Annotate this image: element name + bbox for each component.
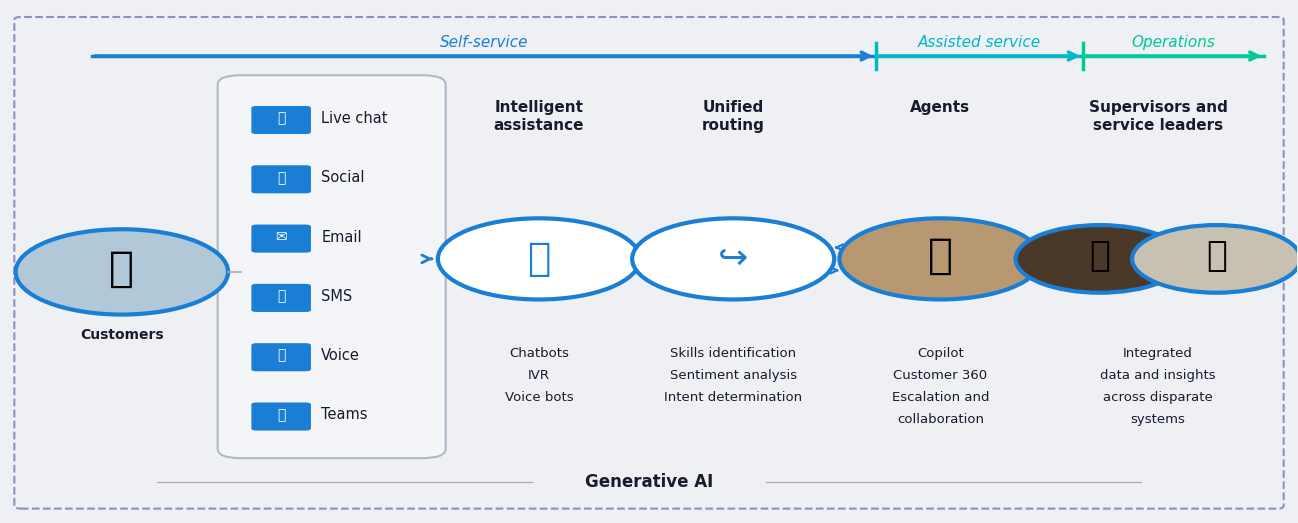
Text: Email: Email (322, 230, 362, 245)
Text: Supervisors and
service leaders: Supervisors and service leaders (1089, 100, 1228, 133)
Circle shape (16, 229, 228, 314)
Text: Intelligent
assistance: Intelligent assistance (493, 100, 584, 133)
Text: 🧑: 🧑 (1089, 240, 1110, 274)
Text: Chatbots
IVR
Voice bots: Chatbots IVR Voice bots (505, 347, 574, 404)
FancyBboxPatch shape (14, 17, 1284, 508)
Text: ✉: ✉ (275, 230, 287, 244)
Circle shape (1015, 225, 1184, 293)
Text: ↪: ↪ (718, 242, 749, 276)
Text: 💬: 💬 (276, 111, 286, 126)
Text: Social: Social (322, 170, 365, 185)
Text: Teams: Teams (322, 407, 367, 423)
Text: Agents: Agents (910, 100, 971, 115)
Circle shape (840, 218, 1041, 300)
Text: Customers: Customers (80, 327, 164, 342)
Text: Live chat: Live chat (322, 111, 388, 126)
Text: 📱: 📱 (276, 289, 286, 303)
Text: Self-service: Self-service (440, 35, 528, 50)
Text: 👥: 👥 (276, 170, 286, 185)
Text: 👩: 👩 (1206, 240, 1227, 274)
FancyBboxPatch shape (252, 403, 312, 430)
Text: Assisted service: Assisted service (918, 35, 1041, 50)
FancyBboxPatch shape (252, 343, 312, 371)
Text: 🧑: 🧑 (928, 235, 953, 277)
Text: Skills identification
Sentiment analysis
Intent determination: Skills identification Sentiment analysis… (665, 347, 802, 404)
Circle shape (1132, 225, 1298, 293)
Circle shape (437, 218, 640, 300)
Text: Generative AI: Generative AI (585, 473, 713, 492)
Text: Operations: Operations (1132, 35, 1215, 50)
Text: 👥: 👥 (276, 408, 286, 422)
FancyBboxPatch shape (218, 75, 445, 458)
Text: 🤖: 🤖 (527, 240, 550, 278)
FancyBboxPatch shape (252, 284, 312, 312)
Text: SMS: SMS (322, 289, 353, 304)
FancyBboxPatch shape (252, 224, 312, 253)
FancyBboxPatch shape (252, 165, 312, 194)
Text: Voice: Voice (322, 348, 360, 363)
Text: Integrated
data and insights
across disparate
systems: Integrated data and insights across disp… (1101, 347, 1216, 426)
FancyBboxPatch shape (252, 106, 312, 134)
Text: 📞: 📞 (276, 349, 286, 362)
Text: Unified
routing: Unified routing (702, 100, 765, 133)
Text: Copilot
Customer 360
Escalation and
collaboration: Copilot Customer 360 Escalation and coll… (892, 347, 989, 426)
Circle shape (632, 218, 835, 300)
Text: 👩: 👩 (109, 248, 135, 290)
